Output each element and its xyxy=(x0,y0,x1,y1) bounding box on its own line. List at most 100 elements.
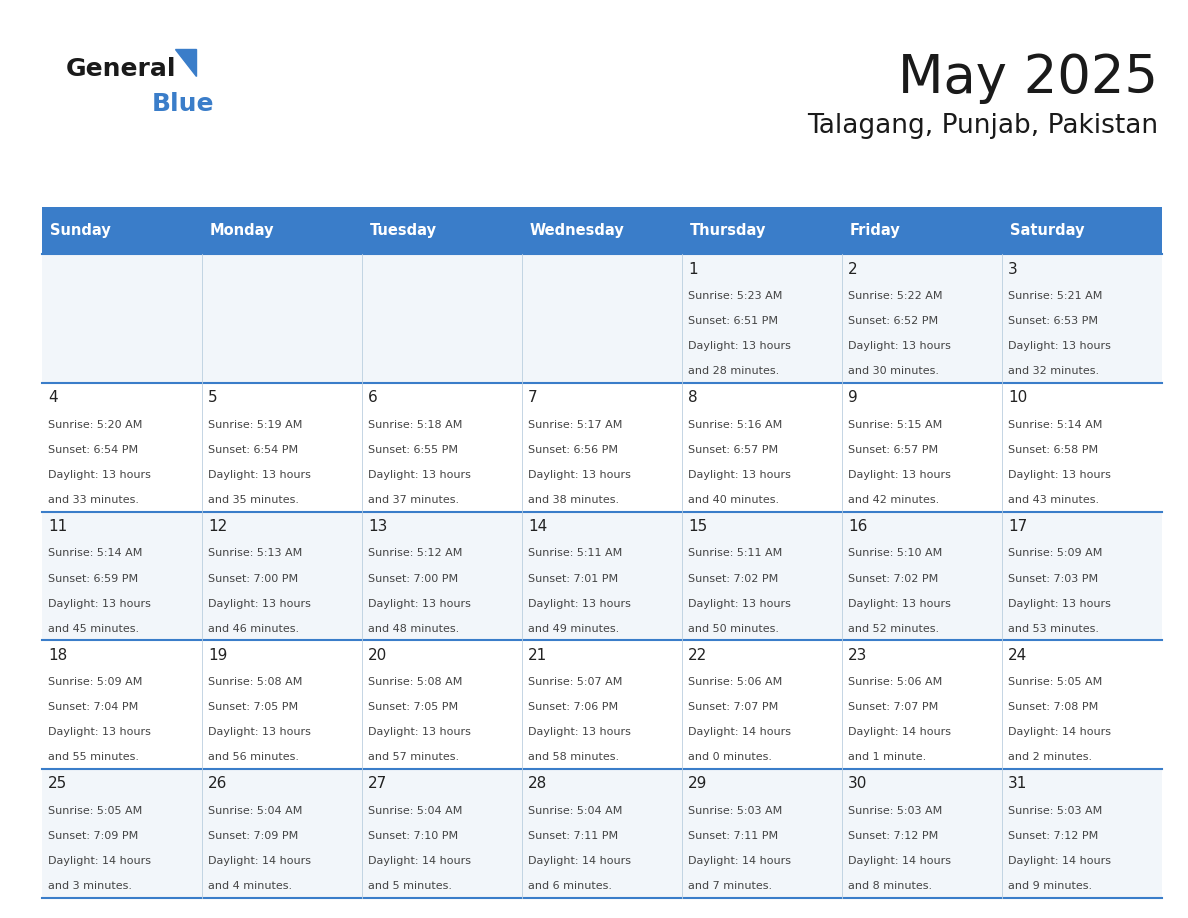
Text: Sunrise: 5:19 AM: Sunrise: 5:19 AM xyxy=(208,420,303,430)
Text: 15: 15 xyxy=(688,519,707,534)
Text: Sunrise: 5:13 AM: Sunrise: 5:13 AM xyxy=(208,548,302,558)
Text: Daylight: 13 hours: Daylight: 13 hours xyxy=(529,727,631,737)
Text: and 6 minutes.: and 6 minutes. xyxy=(529,881,612,891)
Text: Daylight: 14 hours: Daylight: 14 hours xyxy=(529,856,631,866)
Text: 8: 8 xyxy=(688,390,697,406)
Bar xyxy=(361,641,522,769)
Text: Sunrise: 5:04 AM: Sunrise: 5:04 AM xyxy=(208,806,303,816)
Text: Daylight: 13 hours: Daylight: 13 hours xyxy=(1009,599,1111,609)
Text: 21: 21 xyxy=(529,648,548,663)
Text: Sunset: 7:04 PM: Sunset: 7:04 PM xyxy=(48,702,138,712)
Text: Sunset: 6:54 PM: Sunset: 6:54 PM xyxy=(48,445,138,454)
Text: 17: 17 xyxy=(1009,519,1028,534)
Text: and 42 minutes.: and 42 minutes. xyxy=(848,495,940,505)
Text: Sunrise: 5:09 AM: Sunrise: 5:09 AM xyxy=(1009,548,1102,558)
Text: Sunrise: 5:08 AM: Sunrise: 5:08 AM xyxy=(208,677,303,687)
Text: and 30 minutes.: and 30 minutes. xyxy=(848,366,940,376)
Text: Sunrise: 5:14 AM: Sunrise: 5:14 AM xyxy=(48,548,143,558)
Text: Sunrise: 5:03 AM: Sunrise: 5:03 AM xyxy=(688,806,783,816)
Text: Sunset: 6:52 PM: Sunset: 6:52 PM xyxy=(848,316,939,326)
Text: and 33 minutes.: and 33 minutes. xyxy=(48,495,139,505)
Text: 26: 26 xyxy=(208,777,227,791)
Text: Daylight: 13 hours: Daylight: 13 hours xyxy=(688,599,791,609)
Text: Daylight: 13 hours: Daylight: 13 hours xyxy=(1009,470,1111,480)
Bar xyxy=(42,769,202,898)
Text: Sunset: 7:11 PM: Sunset: 7:11 PM xyxy=(688,831,778,841)
Bar xyxy=(1001,383,1162,511)
Bar xyxy=(361,383,522,511)
Text: 12: 12 xyxy=(208,519,227,534)
Text: Talagang, Punjab, Pakistan: Talagang, Punjab, Pakistan xyxy=(807,113,1158,139)
Bar xyxy=(522,769,682,898)
Text: 13: 13 xyxy=(368,519,387,534)
Text: 30: 30 xyxy=(848,777,867,791)
Text: Sunrise: 5:07 AM: Sunrise: 5:07 AM xyxy=(529,677,623,687)
Text: Daylight: 14 hours: Daylight: 14 hours xyxy=(688,856,791,866)
Text: and 35 minutes.: and 35 minutes. xyxy=(208,495,299,505)
Text: and 55 minutes.: and 55 minutes. xyxy=(48,753,139,763)
Text: Sunrise: 5:06 AM: Sunrise: 5:06 AM xyxy=(688,677,783,687)
Bar xyxy=(842,511,1001,641)
Text: Daylight: 14 hours: Daylight: 14 hours xyxy=(368,856,472,866)
Text: Sunset: 6:53 PM: Sunset: 6:53 PM xyxy=(1009,316,1098,326)
Text: 10: 10 xyxy=(1009,390,1028,406)
Bar xyxy=(202,511,361,641)
Text: Sunset: 7:12 PM: Sunset: 7:12 PM xyxy=(1009,831,1099,841)
Text: Sunrise: 5:11 AM: Sunrise: 5:11 AM xyxy=(688,548,783,558)
Text: Sunset: 7:00 PM: Sunset: 7:00 PM xyxy=(208,574,298,584)
Text: and 56 minutes.: and 56 minutes. xyxy=(208,753,299,763)
Text: Daylight: 13 hours: Daylight: 13 hours xyxy=(368,599,470,609)
Text: 9: 9 xyxy=(848,390,858,406)
Text: Sunset: 6:56 PM: Sunset: 6:56 PM xyxy=(529,445,618,454)
Bar xyxy=(361,207,522,254)
Text: Daylight: 14 hours: Daylight: 14 hours xyxy=(208,856,311,866)
Text: Sunrise: 5:03 AM: Sunrise: 5:03 AM xyxy=(848,806,942,816)
Text: Saturday: Saturday xyxy=(1010,223,1085,238)
Text: and 2 minutes.: and 2 minutes. xyxy=(1009,753,1092,763)
Text: Daylight: 14 hours: Daylight: 14 hours xyxy=(848,727,952,737)
Text: 5: 5 xyxy=(208,390,217,406)
Bar xyxy=(202,769,361,898)
Text: Sunrise: 5:20 AM: Sunrise: 5:20 AM xyxy=(48,420,143,430)
Text: Sunset: 7:08 PM: Sunset: 7:08 PM xyxy=(1009,702,1099,712)
Text: Blue: Blue xyxy=(152,92,215,116)
Text: and 37 minutes.: and 37 minutes. xyxy=(368,495,460,505)
Bar xyxy=(522,207,682,254)
Text: Sunrise: 5:09 AM: Sunrise: 5:09 AM xyxy=(48,677,143,687)
Text: Sunset: 7:10 PM: Sunset: 7:10 PM xyxy=(368,831,459,841)
Text: Sunrise: 5:05 AM: Sunrise: 5:05 AM xyxy=(1009,677,1102,687)
Text: 18: 18 xyxy=(48,648,68,663)
Text: Sunset: 6:59 PM: Sunset: 6:59 PM xyxy=(48,574,138,584)
Text: Sunset: 7:00 PM: Sunset: 7:00 PM xyxy=(368,574,459,584)
Text: Sunset: 7:12 PM: Sunset: 7:12 PM xyxy=(848,831,939,841)
Bar xyxy=(42,641,202,769)
Bar xyxy=(361,254,522,383)
Text: Daylight: 13 hours: Daylight: 13 hours xyxy=(48,599,151,609)
Text: and 45 minutes.: and 45 minutes. xyxy=(48,623,139,633)
Text: Monday: Monday xyxy=(209,223,274,238)
Text: and 50 minutes.: and 50 minutes. xyxy=(688,623,779,633)
Text: Daylight: 14 hours: Daylight: 14 hours xyxy=(48,856,151,866)
Text: and 46 minutes.: and 46 minutes. xyxy=(208,623,299,633)
Bar xyxy=(682,207,842,254)
Bar xyxy=(42,511,202,641)
Text: and 49 minutes.: and 49 minutes. xyxy=(529,623,619,633)
Bar xyxy=(682,641,842,769)
Text: Sunrise: 5:21 AM: Sunrise: 5:21 AM xyxy=(1009,291,1102,301)
Bar xyxy=(202,383,361,511)
Text: Sunset: 7:11 PM: Sunset: 7:11 PM xyxy=(529,831,618,841)
Text: and 48 minutes.: and 48 minutes. xyxy=(368,623,460,633)
Text: Sunrise: 5:06 AM: Sunrise: 5:06 AM xyxy=(848,677,942,687)
Bar xyxy=(842,641,1001,769)
Text: Sunset: 7:06 PM: Sunset: 7:06 PM xyxy=(529,702,618,712)
Text: Sunrise: 5:11 AM: Sunrise: 5:11 AM xyxy=(529,548,623,558)
Text: Sunset: 6:55 PM: Sunset: 6:55 PM xyxy=(368,445,459,454)
Text: Daylight: 13 hours: Daylight: 13 hours xyxy=(1009,341,1111,352)
Text: 31: 31 xyxy=(1009,777,1028,791)
Bar xyxy=(202,207,361,254)
Text: Sunrise: 5:05 AM: Sunrise: 5:05 AM xyxy=(48,806,143,816)
Text: 16: 16 xyxy=(848,519,867,534)
Text: Sunset: 7:05 PM: Sunset: 7:05 PM xyxy=(208,702,298,712)
Bar xyxy=(842,254,1001,383)
Text: Daylight: 14 hours: Daylight: 14 hours xyxy=(688,727,791,737)
